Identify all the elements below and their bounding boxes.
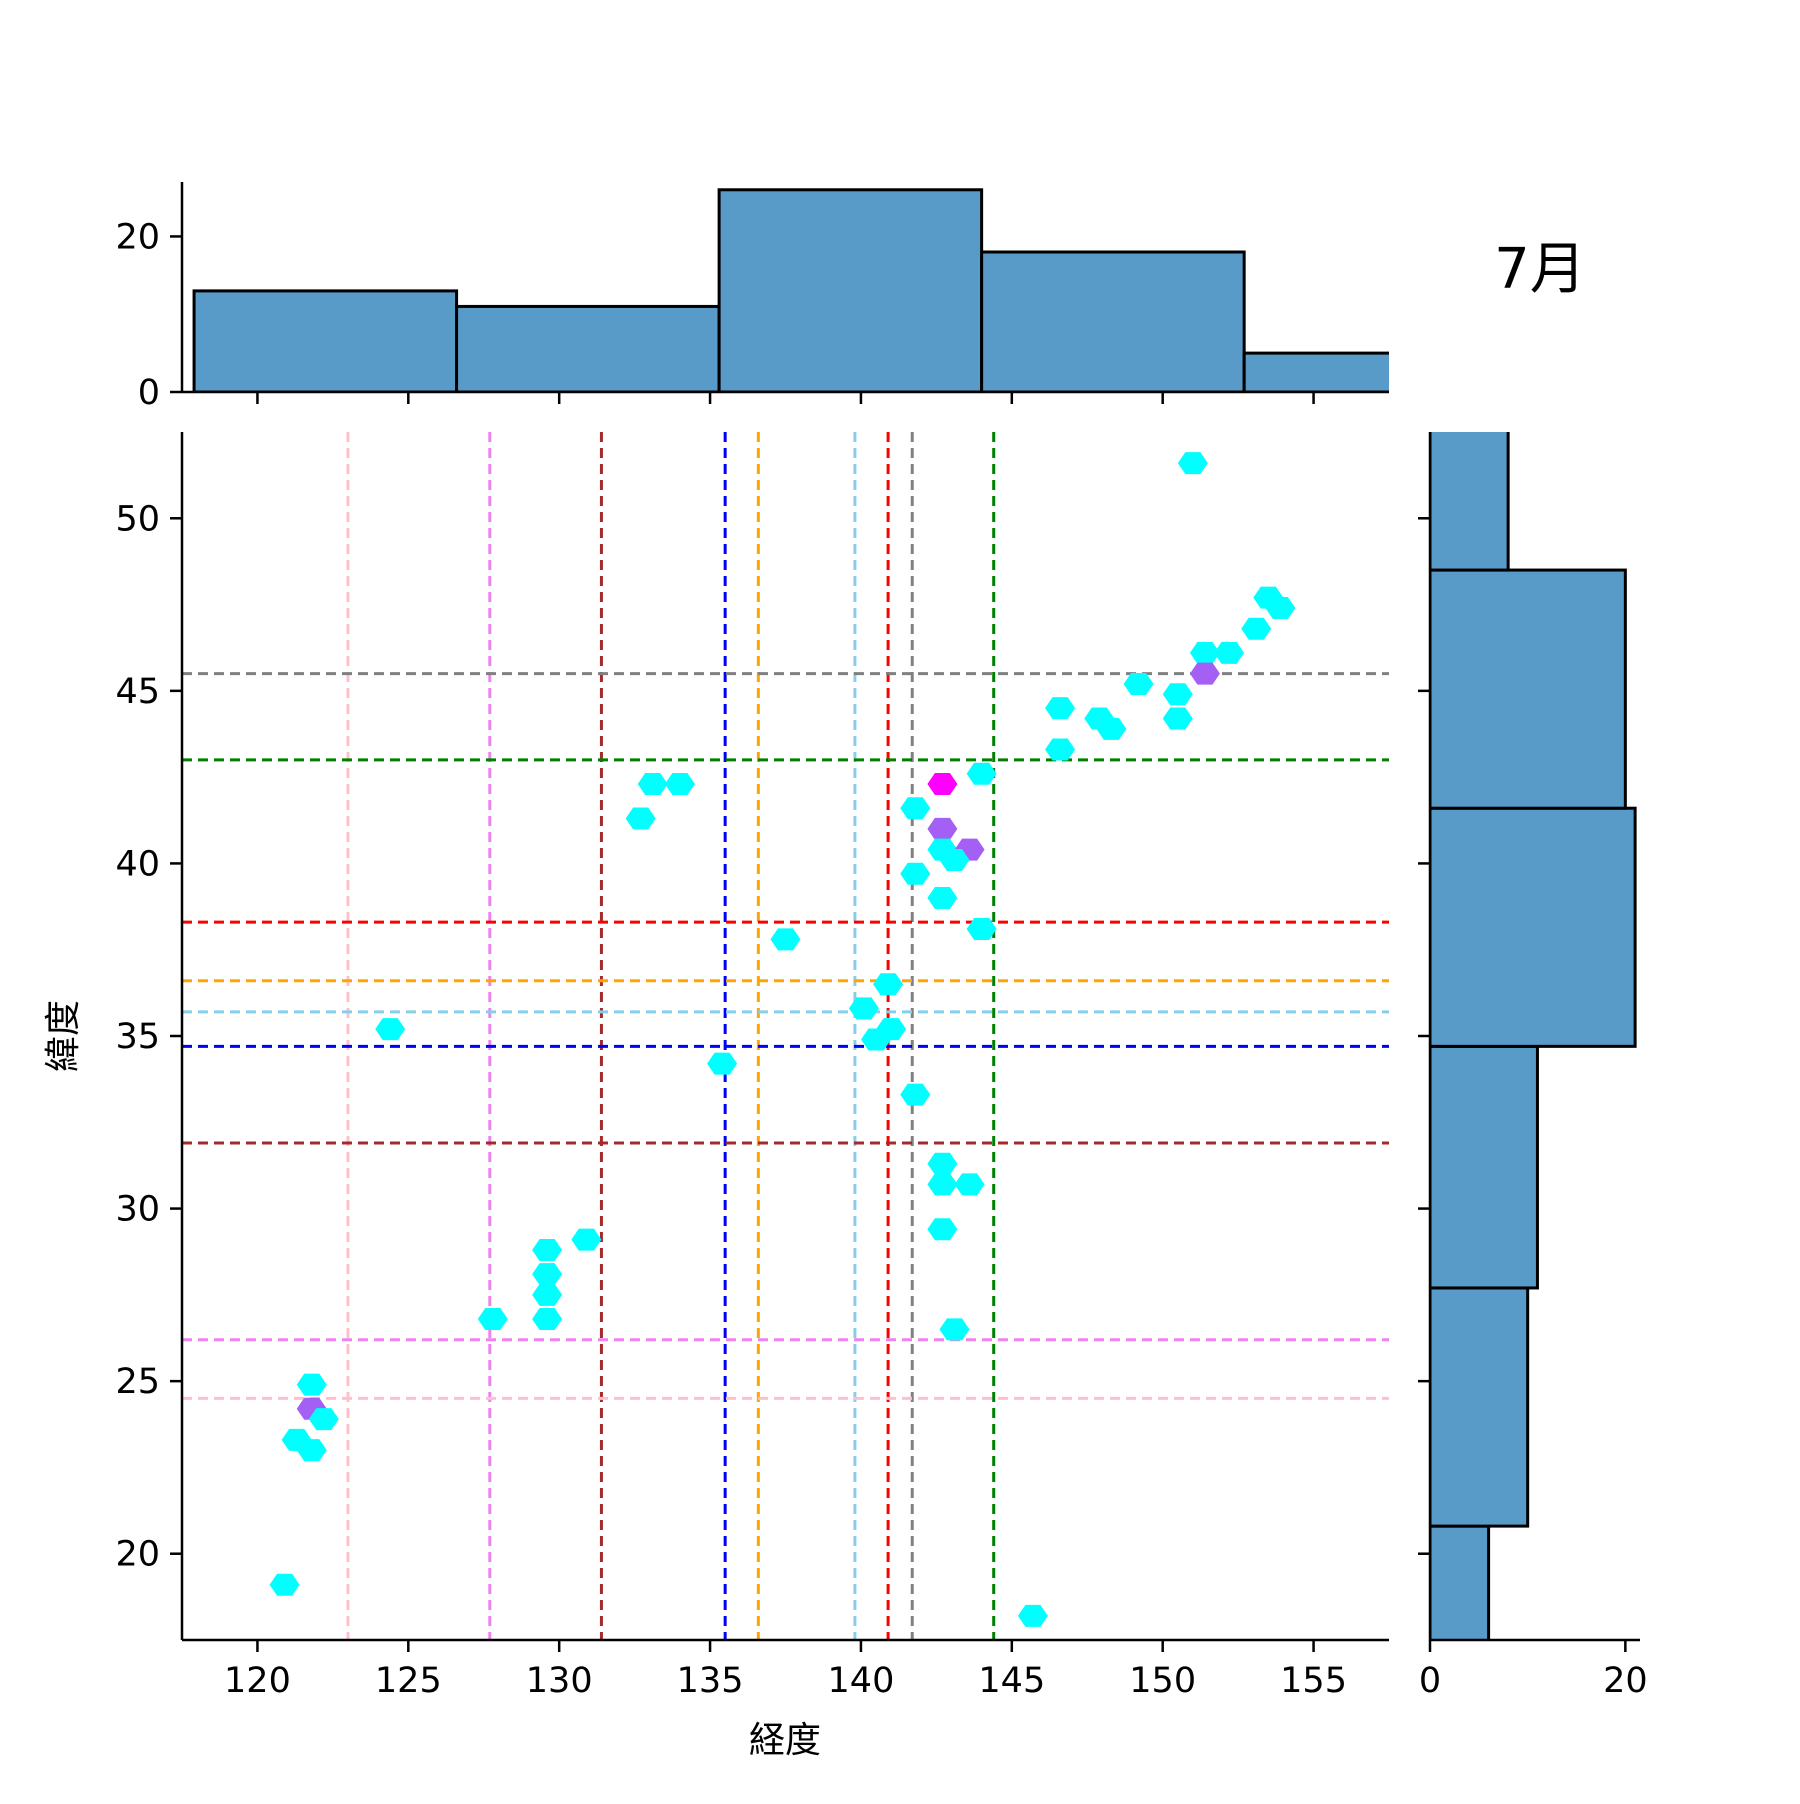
hexbin-cell <box>966 762 997 785</box>
top-hist-y-tick-label: 0 <box>138 373 160 413</box>
hexbin-cell <box>1162 683 1193 706</box>
hexbin-cell <box>269 1573 300 1596</box>
hexbin-cell <box>532 1238 563 1261</box>
x-tick-label: 155 <box>1280 1661 1347 1701</box>
y-tick-label: 40 <box>115 844 160 884</box>
hexbin-cell <box>900 1083 931 1106</box>
hexbin-cell <box>375 1018 406 1041</box>
hexbin-cell <box>296 1373 327 1396</box>
hexbin-cell <box>1017 1604 1048 1627</box>
hexbin-cell <box>939 1318 970 1341</box>
hexbin-cell <box>1241 617 1272 640</box>
hexbin-cell <box>1045 738 1076 761</box>
right-histogram <box>1430 432 1637 1640</box>
top-hist-bar <box>192 289 459 392</box>
hexbin-cell <box>927 817 958 840</box>
hexbin-layer <box>269 452 1296 1627</box>
hexbin-cell <box>861 1028 892 1051</box>
hexbin-cell <box>477 1308 508 1331</box>
hexbin-cell <box>939 848 970 871</box>
hexbin-cell <box>1189 662 1220 685</box>
hexbin-cell <box>1265 597 1296 620</box>
hexbin-cell <box>873 973 904 996</box>
x-tick-label: 145 <box>978 1661 1045 1701</box>
y-tick-label: 30 <box>115 1190 160 1230</box>
hexbin-cell <box>1214 641 1245 664</box>
x-tick-label: 125 <box>375 1661 442 1701</box>
hexbin-cell <box>308 1408 339 1431</box>
hexbin-cell <box>664 773 695 796</box>
hexbin-cell <box>1162 707 1193 730</box>
axes: 120 125 130 135 140 145 150 155 20 25 30 35 40 45 50 0 2… <box>115 182 1648 1701</box>
x-tick-label: 130 <box>526 1661 593 1701</box>
hexbin-cell <box>900 862 931 885</box>
hexbin-cell <box>927 773 958 796</box>
hexbin-cell <box>532 1263 563 1286</box>
hexbin-cell <box>532 1283 563 1306</box>
y-tick-label: 35 <box>115 1017 160 1057</box>
hexbin-cell <box>927 1152 958 1175</box>
hexbin-cell <box>1177 452 1208 475</box>
hexbin-cell <box>571 1228 602 1251</box>
hexbin-cell <box>966 918 997 941</box>
hexbin-cell <box>1189 641 1220 664</box>
hexbin-cell <box>707 1052 738 1075</box>
y-tick-label: 45 <box>115 672 160 712</box>
right-hist-bar <box>1430 432 1510 572</box>
y-tick-label: 50 <box>115 499 160 539</box>
hexbin-cell <box>927 886 958 909</box>
right-hist-x-tick-label: 20 <box>1603 1661 1648 1701</box>
hexbin-cell <box>954 1173 985 1196</box>
hexbin-cell <box>296 1439 327 1462</box>
right-hist-bar <box>1430 1286 1530 1528</box>
reference-lines <box>182 432 1389 1640</box>
hexbin-cell <box>770 928 801 951</box>
hexbin-cell <box>1123 672 1154 695</box>
top-hist-bar <box>1242 351 1389 392</box>
right-hist-bar <box>1430 1524 1491 1640</box>
x-axis-label: 経度 <box>749 1720 821 1761</box>
hexbin-cell <box>927 1173 958 1196</box>
hexbin-cell <box>927 1218 958 1241</box>
right-hist-x-tick-label: 0 <box>1419 1661 1441 1701</box>
hexbin-cell <box>1045 697 1076 720</box>
top-hist-y-tick-label: 20 <box>115 217 160 257</box>
top-hist-bar <box>717 188 984 392</box>
y-axis-label: 緯度 <box>43 1000 84 1072</box>
x-tick-label: 135 <box>677 1661 744 1701</box>
hexbin-cell <box>637 773 668 796</box>
chart-title: 7月 <box>1494 237 1586 302</box>
y-tick-label: 25 <box>115 1362 160 1402</box>
x-tick-label: 150 <box>1129 1661 1196 1701</box>
right-hist-bar <box>1430 806 1637 1048</box>
hexbin-cell <box>900 797 931 820</box>
right-hist-bar <box>1430 1044 1539 1290</box>
top-histogram <box>192 188 1389 392</box>
right-hist-bar <box>1430 568 1627 810</box>
x-tick-label: 120 <box>224 1661 291 1701</box>
top-hist-bar <box>455 304 721 392</box>
hexbin-cell <box>532 1308 563 1331</box>
y-tick-label: 20 <box>115 1535 160 1575</box>
hexbin-cell <box>625 807 656 830</box>
top-hist-bar <box>980 250 1246 392</box>
hexbin-cell <box>1096 717 1127 740</box>
x-tick-label: 140 <box>828 1661 895 1701</box>
hexbin-cell <box>848 997 879 1020</box>
